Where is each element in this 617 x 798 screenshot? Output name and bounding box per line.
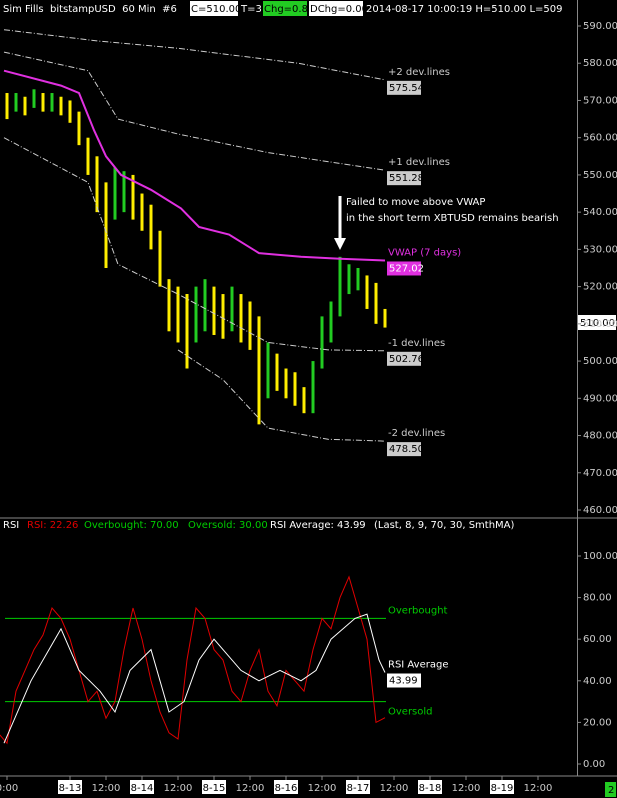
- y-tick-label: 560.00: [583, 133, 617, 144]
- series-line: [3, 613, 386, 744]
- y-tick-label: 530.00: [583, 244, 617, 255]
- y-tick-label: 80.00: [583, 593, 612, 604]
- badge-box: [605, 782, 616, 797]
- x-tick-label: 8-19: [491, 783, 514, 794]
- series-label: -2 dev.lines: [388, 428, 445, 439]
- series-value: 575.54: [389, 83, 424, 94]
- day-change-box: [309, 1, 363, 16]
- badge: 2: [608, 785, 614, 796]
- y-tick-label: 540.00: [583, 207, 617, 218]
- series-line: [0, 575, 386, 745]
- x-tick-box: [346, 780, 370, 794]
- x-tick-label: 12:00: [380, 783, 409, 794]
- close-box: [190, 1, 238, 16]
- x-tick-box: [202, 780, 226, 794]
- y-tick-label: 490.00: [583, 393, 617, 404]
- series-line: [3, 137, 386, 352]
- y-tick-label: 20.00: [583, 717, 612, 728]
- x-tick-label: 12:00: [92, 783, 121, 794]
- header-info: 2014-08-17 10:00:19 H=510.00 L=509: [366, 4, 563, 15]
- series-value: 502.76: [389, 354, 424, 365]
- series-line: [3, 69, 386, 262]
- series-label: -1 dev.lines: [388, 338, 445, 349]
- series-value-box: [387, 673, 421, 688]
- rsi-value: RSI: 22.26: [27, 520, 78, 531]
- header-day-change: DChg=0.00: [310, 4, 368, 15]
- x-tick-box: [130, 780, 154, 794]
- last-price-box: [578, 315, 616, 330]
- y-tick-label: 0.00: [583, 759, 605, 770]
- header-ticks: T=3: [240, 4, 262, 15]
- y-tick-label: 40.00: [583, 676, 612, 687]
- level-label: Oversold: [388, 707, 433, 718]
- annotation-arrowhead: [334, 238, 346, 250]
- x-tick-label: 8-14: [131, 783, 154, 794]
- y-tick-label: 100.00: [583, 551, 617, 562]
- y-tick-label: 580.00: [583, 58, 617, 69]
- x-tick-label: 12:00: [524, 783, 553, 794]
- x-tick-box: [58, 780, 82, 794]
- series-value-box: [387, 80, 421, 95]
- series-value-box: [387, 171, 421, 186]
- header-close: C=510.00: [191, 4, 241, 15]
- x-tick-label: 8-15: [203, 783, 226, 794]
- level-label: Overbought: [388, 605, 448, 616]
- y-tick-label: 510.00: [583, 319, 617, 330]
- x-tick-label: 8-18: [419, 783, 442, 794]
- series-line: [3, 51, 386, 171]
- series-label: RSI Average: [388, 660, 449, 671]
- x-tick-label: 8-17: [347, 783, 370, 794]
- y-tick-label: 470.00: [583, 468, 617, 479]
- rsi-params: (Last, 8, 9, 70, 30, SmthMA): [374, 520, 515, 531]
- x-tick-box: [274, 780, 298, 794]
- series-value-box: [387, 261, 421, 276]
- header-title: Sim Fills bitstampUSD 60 Min #6: [3, 4, 177, 15]
- series-value: 551.28: [389, 173, 424, 184]
- y-tick-label: 590.00: [583, 21, 617, 32]
- change-box: [263, 1, 307, 16]
- series-value-box: [387, 351, 421, 366]
- rsi-overbought: Overbought: 70.00: [84, 520, 179, 531]
- series-value-box: [387, 442, 421, 457]
- y-tick-label: 460.00: [583, 505, 617, 516]
- series-value: 527.02: [389, 263, 424, 274]
- x-tick-label: 0:00: [0, 783, 18, 794]
- y-tick-label: 500.00: [583, 356, 617, 367]
- series-label: +2 dev.lines: [388, 67, 450, 78]
- series-value: 43.99: [389, 676, 418, 687]
- series-line: [177, 349, 386, 442]
- series-label: VWAP (7 days): [388, 247, 461, 258]
- x-tick-label: 8-16: [275, 783, 298, 794]
- y-tick-label: 60.00: [583, 634, 612, 645]
- x-tick-label: 12:00: [308, 783, 337, 794]
- x-tick-box: [490, 780, 514, 794]
- header-change: Chg=0.82: [264, 4, 314, 15]
- y-tick-label: 550.00: [583, 170, 617, 181]
- series-label: +1 dev.lines: [388, 157, 450, 168]
- y-tick-label: 570.00: [583, 95, 617, 106]
- x-tick-label: 12:00: [164, 783, 193, 794]
- last-price: 510.00: [580, 318, 615, 329]
- rsi-average: RSI Average: 43.99: [270, 520, 366, 531]
- annotation: in the short term XBTUSD remains bearish: [346, 213, 559, 224]
- x-tick-label: 8-13: [59, 783, 82, 794]
- x-tick-label: 12:00: [452, 783, 481, 794]
- y-tick-label: 520.00: [583, 282, 617, 293]
- x-tick-box: [418, 780, 442, 794]
- series-value: 478.50: [389, 444, 424, 455]
- annotation: Failed to move above VWAP: [346, 197, 485, 208]
- x-tick-label: 12:00: [236, 783, 265, 794]
- rsi-title: RSI: [3, 520, 19, 531]
- rsi-oversold: Oversold: 30.00: [188, 520, 268, 531]
- y-tick-label: 480.00: [583, 431, 617, 442]
